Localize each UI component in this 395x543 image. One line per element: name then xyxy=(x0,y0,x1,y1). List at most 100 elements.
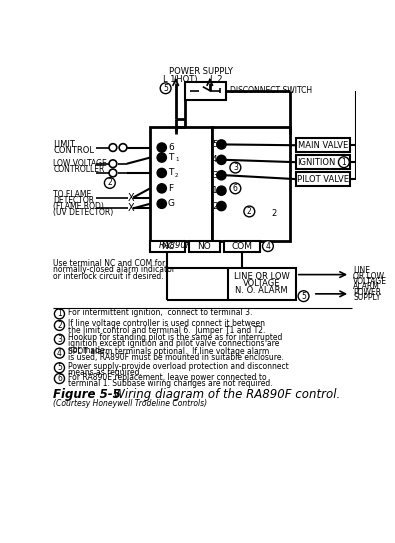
Text: RA890F: RA890F xyxy=(159,241,191,250)
Text: (UV DETECTOR): (UV DETECTOR) xyxy=(53,209,113,218)
Circle shape xyxy=(109,160,117,168)
Circle shape xyxy=(55,374,64,383)
Circle shape xyxy=(217,171,226,180)
Circle shape xyxy=(55,320,64,331)
Text: not made.: not made. xyxy=(68,345,107,355)
Text: 2: 2 xyxy=(271,209,277,218)
Circle shape xyxy=(244,206,255,217)
Text: NO: NO xyxy=(198,242,211,251)
Circle shape xyxy=(339,157,349,168)
Text: 4: 4 xyxy=(212,155,218,165)
Text: TO FLAME: TO FLAME xyxy=(53,190,92,199)
Circle shape xyxy=(55,348,64,358)
Bar xyxy=(189,241,220,252)
Circle shape xyxy=(104,178,115,188)
Bar xyxy=(296,155,350,169)
Circle shape xyxy=(109,169,117,177)
Text: 5: 5 xyxy=(163,84,168,93)
Text: LOW VOLTAGE: LOW VOLTAGE xyxy=(53,159,107,168)
Bar xyxy=(150,241,185,252)
Circle shape xyxy=(217,155,226,165)
Text: 2: 2 xyxy=(107,179,112,187)
Circle shape xyxy=(55,334,64,344)
Text: 6: 6 xyxy=(233,184,238,193)
Text: PILOT VALVE: PILOT VALVE xyxy=(297,175,349,184)
Text: MAIN VALVE: MAIN VALVE xyxy=(298,141,348,150)
Bar xyxy=(296,172,350,186)
Bar xyxy=(185,82,226,100)
Text: Wiring diagram of the RA890F control.: Wiring diagram of the RA890F control. xyxy=(102,388,340,401)
Circle shape xyxy=(217,140,226,149)
Circle shape xyxy=(230,162,241,173)
Text: normally-closed alarm indicator: normally-closed alarm indicator xyxy=(53,266,175,274)
Text: 6: 6 xyxy=(57,374,62,383)
Text: 5: 5 xyxy=(212,140,218,149)
Text: terminal 1. Subbase wiring changes are not required.: terminal 1. Subbase wiring changes are n… xyxy=(68,378,273,388)
Text: 2: 2 xyxy=(175,173,179,178)
Circle shape xyxy=(55,309,64,319)
Text: 4: 4 xyxy=(265,242,270,251)
Bar xyxy=(228,268,296,300)
Text: LIMIT: LIMIT xyxy=(53,140,75,149)
Text: NC: NC xyxy=(161,242,174,251)
Text: L 2: L 2 xyxy=(210,74,222,84)
Text: the limit control and terminal 6.  Jumper T1 and T2.: the limit control and terminal 6. Jumper… xyxy=(68,326,265,334)
Circle shape xyxy=(119,144,127,151)
Text: DISCONNECT SWITCH: DISCONNECT SWITCH xyxy=(230,86,312,95)
Text: 2: 2 xyxy=(57,321,62,330)
Text: CONTROLLER: CONTROLLER xyxy=(53,166,105,174)
Text: is used, RA890F must be mounted in suitable enclosure.: is used, RA890F must be mounted in suita… xyxy=(68,353,284,362)
Text: OR LOW: OR LOW xyxy=(353,272,384,281)
Text: LINE: LINE xyxy=(353,266,370,275)
Text: COM: COM xyxy=(231,242,252,251)
Text: DETECTOR: DETECTOR xyxy=(53,196,94,205)
Text: 1: 1 xyxy=(212,186,218,195)
Text: For RA890E replacement, leave power connected to: For RA890E replacement, leave power conn… xyxy=(68,372,267,382)
Circle shape xyxy=(157,168,166,178)
Circle shape xyxy=(109,144,117,151)
Text: POWER: POWER xyxy=(353,288,381,297)
Circle shape xyxy=(298,291,309,301)
Text: Figure 5-5: Figure 5-5 xyxy=(53,388,121,401)
Text: means as required.: means as required. xyxy=(68,368,142,377)
Text: SUPPLY: SUPPLY xyxy=(353,293,380,302)
Text: LINE OR LOW: LINE OR LOW xyxy=(234,273,290,281)
Text: For intermittent ignition,  connect to terminal 3.: For intermittent ignition, connect to te… xyxy=(68,308,252,317)
Text: VOLTAGE: VOLTAGE xyxy=(353,277,387,286)
Text: Use terminal NC and COM for: Use terminal NC and COM for xyxy=(53,260,166,268)
Text: F: F xyxy=(168,184,173,193)
Text: 3: 3 xyxy=(233,163,238,172)
Text: N. O. ALARM: N. O. ALARM xyxy=(235,286,288,295)
Text: 5: 5 xyxy=(301,292,306,301)
Text: 3: 3 xyxy=(212,171,218,180)
Text: If line voltage controller is used connect it between: If line voltage controller is used conne… xyxy=(68,319,265,329)
Text: Hookup for standing pilot is the same as for interrupted: Hookup for standing pilot is the same as… xyxy=(68,333,282,342)
Text: 3: 3 xyxy=(57,335,62,344)
Text: L 1: L 1 xyxy=(163,74,176,84)
Bar xyxy=(296,138,350,152)
Bar xyxy=(212,127,290,241)
Bar xyxy=(150,127,212,241)
Text: T: T xyxy=(168,168,173,178)
Circle shape xyxy=(217,201,226,211)
Text: X: X xyxy=(128,204,134,213)
Text: (Courtesy Honeywell Trodeline Controls): (Courtesy Honeywell Trodeline Controls) xyxy=(53,400,207,408)
Text: 1: 1 xyxy=(342,157,346,167)
Text: 1: 1 xyxy=(175,157,179,162)
Text: (FLAME ROD): (FLAME ROD) xyxy=(53,203,104,211)
Text: T: T xyxy=(168,153,173,162)
Text: SPDT alarm terminals optional.  If line voltage alarm: SPDT alarm terminals optional. If line v… xyxy=(68,347,269,356)
Circle shape xyxy=(160,83,171,93)
Circle shape xyxy=(157,199,166,209)
Circle shape xyxy=(157,153,166,162)
Text: IGNITION: IGNITION xyxy=(297,157,336,167)
Text: (HOT): (HOT) xyxy=(173,74,197,84)
Text: X: X xyxy=(128,193,134,203)
Circle shape xyxy=(157,184,166,193)
Circle shape xyxy=(230,183,241,194)
Bar xyxy=(224,241,260,252)
Text: 4: 4 xyxy=(57,349,62,358)
Text: Power supply-provide overload protection and disconnect: Power supply-provide overload protection… xyxy=(68,362,289,371)
Text: ignition except ignition and pilot valve connections are: ignition except ignition and pilot valve… xyxy=(68,339,279,349)
Text: or interlock circuit if desired.: or interlock circuit if desired. xyxy=(53,272,164,281)
